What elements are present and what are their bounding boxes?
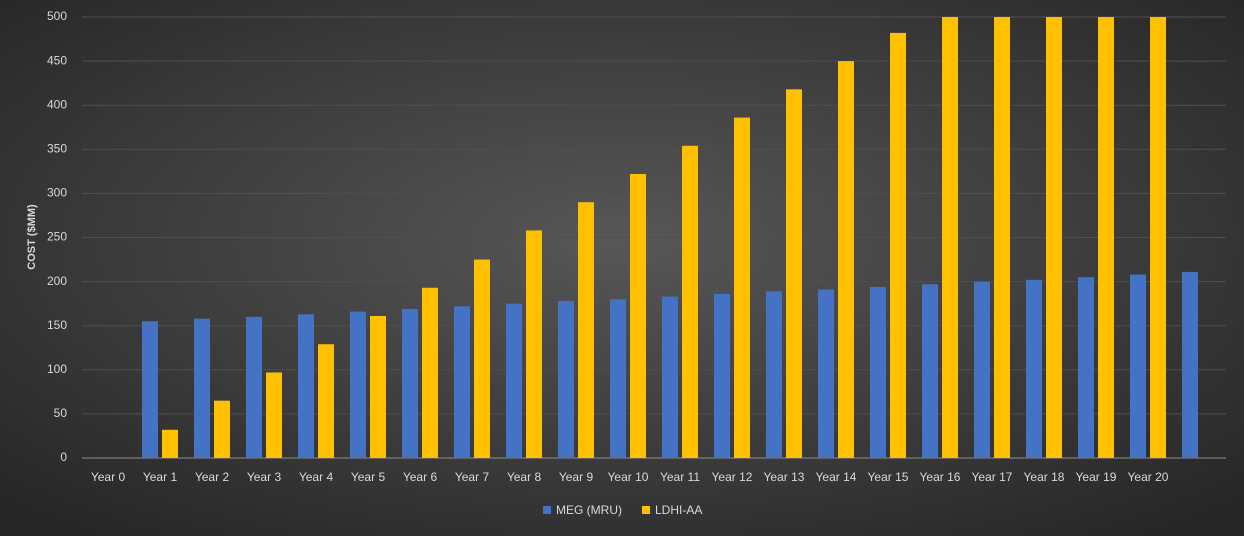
legend-swatch: [543, 506, 551, 514]
x-tick-label: Year 7: [455, 470, 490, 484]
y-tick-label: 100: [47, 362, 67, 376]
x-tick-label: Year 20: [1128, 470, 1169, 484]
x-tick-label: Year 17: [972, 470, 1013, 484]
x-tick-label: Year 16: [920, 470, 961, 484]
y-tick-label: 350: [47, 141, 67, 155]
x-tick-label: Year 15: [868, 470, 909, 484]
y-tick-label: 450: [47, 53, 67, 67]
bar: [1150, 17, 1166, 458]
x-tick-label: Year 0: [91, 470, 126, 484]
x-tick-label: Year 9: [559, 470, 594, 484]
x-tick-label: Year 5: [351, 470, 386, 484]
y-tick-label: 50: [54, 406, 68, 420]
bar: [266, 372, 282, 458]
legend-label: LDHI-AA: [655, 503, 702, 517]
bar: [786, 89, 802, 458]
bar: [610, 299, 626, 458]
bar: [662, 296, 678, 458]
y-tick-label: 0: [60, 450, 67, 464]
bar: [1078, 277, 1094, 458]
x-tick-label: Year 8: [507, 470, 542, 484]
bar: [526, 230, 542, 458]
bar: [1130, 274, 1146, 458]
x-tick-label: Year 4: [299, 470, 334, 484]
legend-label: MEG (MRU): [556, 503, 622, 517]
bar: [630, 173, 646, 458]
y-tick-label: 500: [47, 9, 67, 23]
y-tick-label: 300: [47, 186, 67, 200]
bar: [1182, 271, 1198, 458]
bar: [318, 344, 334, 458]
bar: [142, 321, 158, 458]
bar: [734, 117, 750, 458]
bar: [578, 202, 594, 458]
bar: [682, 145, 698, 458]
bar: [1098, 17, 1114, 458]
x-tick-label: Year 19: [1076, 470, 1117, 484]
bar: [994, 17, 1010, 458]
bar: [922, 284, 938, 458]
x-tick-label: Year 3: [247, 470, 282, 484]
bar: [1046, 17, 1062, 458]
bar: [474, 259, 490, 458]
bar: [714, 293, 730, 458]
bar: [558, 301, 574, 458]
legend-swatch: [642, 506, 650, 514]
x-tick-label: Year 14: [816, 470, 857, 484]
x-tick-label: Year 12: [712, 470, 753, 484]
y-tick-label: 400: [47, 97, 67, 111]
y-tick-label: 150: [47, 318, 67, 332]
x-tick-label: Year 2: [195, 470, 230, 484]
bar: [942, 17, 958, 458]
bar: [402, 308, 418, 458]
x-tick-label: Year 13: [764, 470, 805, 484]
bar: [838, 61, 854, 458]
y-tick-label: 200: [47, 274, 67, 288]
bar: [246, 316, 262, 458]
bar: [974, 281, 990, 458]
bar: [766, 291, 782, 458]
x-tick-label: Year 1: [143, 470, 178, 484]
bar: [162, 429, 178, 458]
bar: [454, 306, 470, 458]
bar: [506, 303, 522, 458]
bar: [870, 286, 886, 458]
bar: [370, 315, 386, 458]
bar: [214, 400, 230, 458]
x-tick-label: Year 10: [608, 470, 649, 484]
y-tick-label: 250: [47, 230, 67, 244]
x-tick-label: Year 18: [1024, 470, 1065, 484]
bar: [422, 287, 438, 458]
x-tick-label: Year 6: [403, 470, 438, 484]
bar: [1026, 279, 1042, 458]
bar: [194, 318, 210, 458]
bar: [818, 289, 834, 458]
x-tick-label: Year 11: [660, 470, 700, 484]
bar: [298, 314, 314, 458]
y-axis-label: COST ($MM): [26, 204, 38, 270]
bar: [350, 311, 366, 458]
bar: [890, 32, 906, 458]
